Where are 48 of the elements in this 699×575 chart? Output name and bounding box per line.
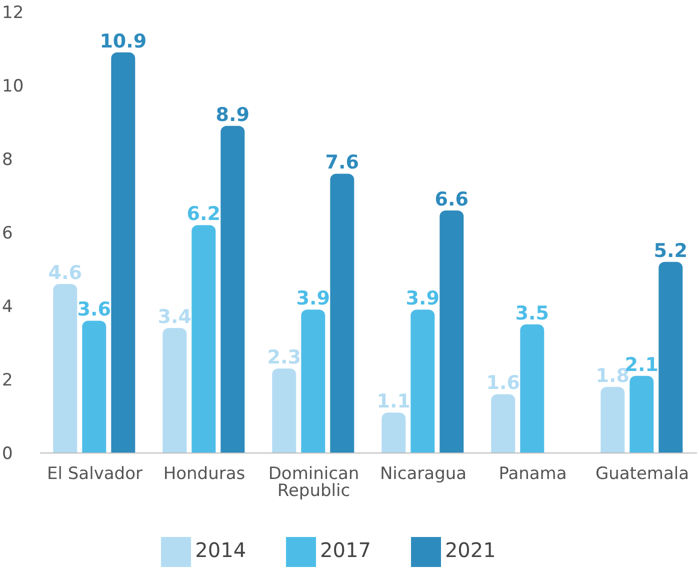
data-label: 3.9 [406, 288, 440, 310]
data-label: 3.4 [158, 306, 192, 328]
data-label: 2.3 [267, 346, 301, 368]
x-tick-label: El Salvador [47, 464, 142, 484]
legend-label: 2021 [444, 538, 496, 562]
data-label: 7.6 [325, 152, 359, 174]
x-tick-label: Panama [498, 464, 567, 484]
bar [330, 174, 354, 453]
bar [440, 210, 464, 453]
bar [520, 324, 544, 453]
data-label: 3.9 [296, 288, 330, 310]
bar [53, 284, 78, 453]
data-label: 3.5 [515, 302, 549, 324]
data-label: 10.9 [100, 30, 147, 52]
y-tick-label: 2 [2, 370, 13, 391]
y-tick-label: 0 [2, 444, 13, 464]
y-tick-label: 12 [2, 3, 24, 24]
x-tick-label: Honduras [163, 464, 246, 484]
data-label: 4.6 [48, 262, 82, 284]
bar [658, 262, 683, 453]
x-tick-label: Guatemala [595, 464, 690, 484]
bar [410, 310, 435, 453]
bar [162, 328, 187, 453]
data-label: 1.6 [486, 372, 520, 394]
data-label: 6.6 [434, 188, 468, 210]
bar [600, 386, 625, 453]
y-tick-label: 4 [2, 297, 13, 318]
data-label: 6.2 [186, 203, 220, 226]
bar [382, 412, 406, 453]
bar [82, 320, 106, 453]
bar [491, 394, 516, 453]
x-tick-label: Dominican Republic [268, 464, 360, 502]
y-tick-label: 8 [2, 150, 13, 170]
legend-label: 2014 [195, 538, 246, 562]
data-label: 5.2 [654, 240, 688, 262]
bar [220, 126, 245, 453]
bar [301, 310, 326, 453]
y-tick-label: 10 [2, 76, 24, 97]
data-label: 3.6 [77, 298, 111, 321]
y-tick-label: 6 [2, 224, 13, 244]
bar [630, 376, 654, 453]
x-tick-label: Nicaragua [380, 464, 467, 484]
data-label: 8.9 [216, 104, 250, 126]
bar [272, 368, 296, 453]
data-label: 1.1 [376, 390, 410, 413]
bar [111, 52, 136, 453]
bar [192, 225, 216, 453]
legend-label: 2017 [320, 538, 371, 562]
